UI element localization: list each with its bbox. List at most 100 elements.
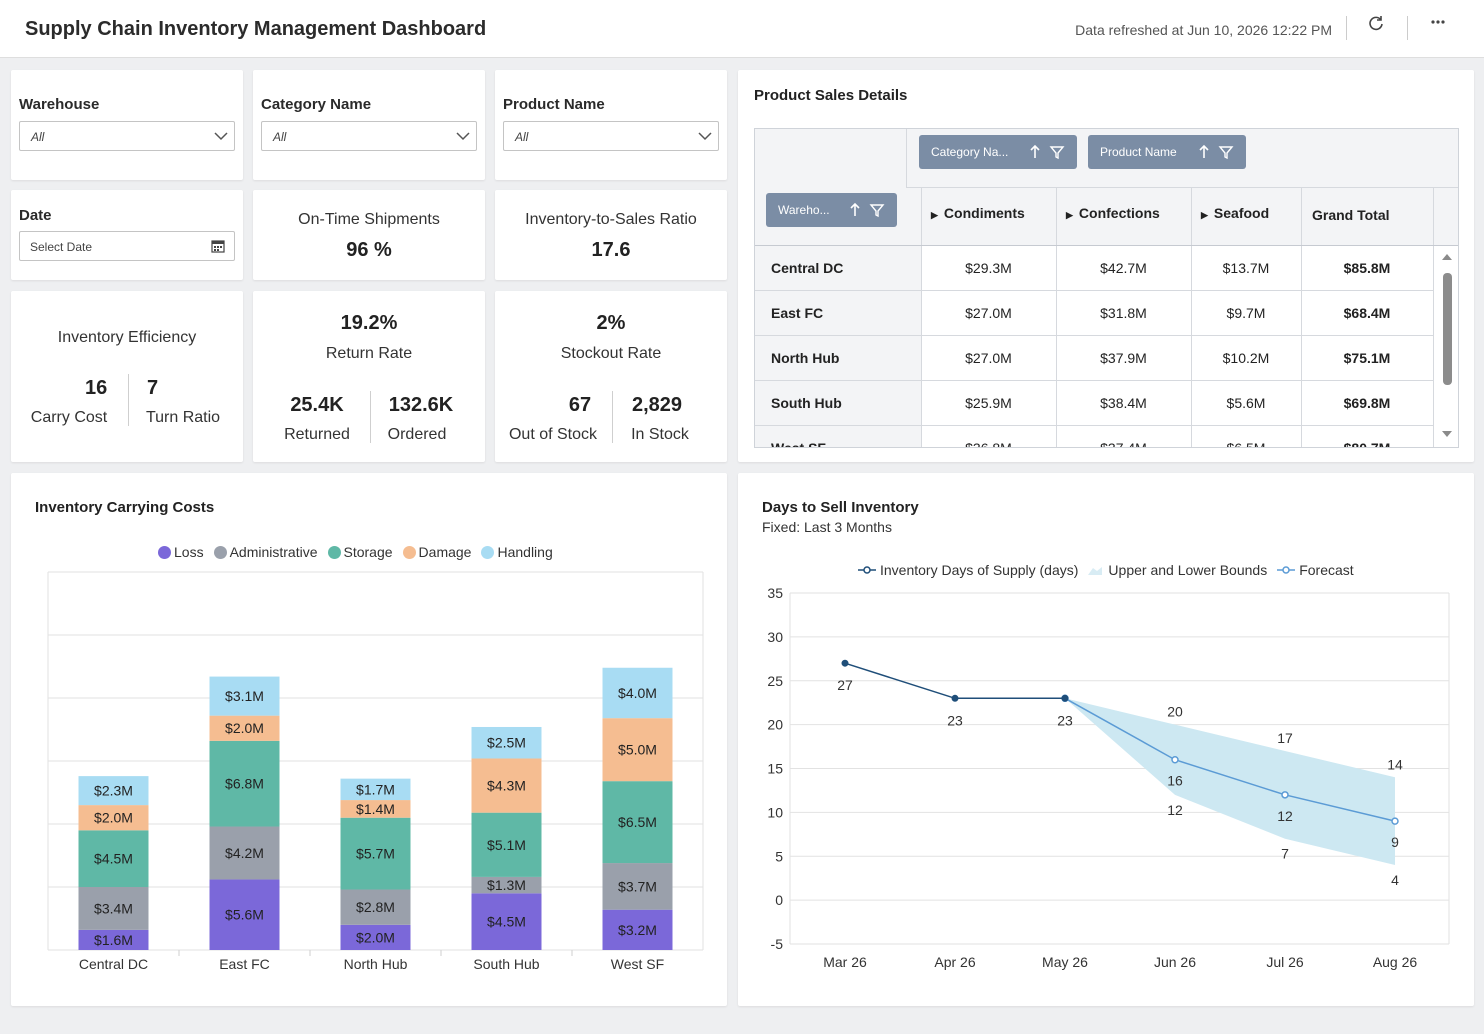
bar-segment[interactable] [78,776,149,806]
table-cell: $13.7M [1222,260,1270,276]
column-header-confections[interactable]: ▶ Confections [1066,205,1160,221]
stacked-bar-chart: $1.6M $3.4M $4.5M $2.0M $2.3M Central DC $5.6M… [47,571,704,972]
data-label: $5.6M [225,907,264,923]
calendar-icon[interactable] [211,239,225,253]
bar-segment[interactable] [209,715,280,741]
date-picker[interactable]: Select Date [19,231,235,261]
column-field-chip-product[interactable]: Product Name [1088,135,1246,169]
kpi-title: On-Time Shipments [298,211,440,228]
legend-item-bounds[interactable]: Upper and Lower Bounds [1088,562,1267,578]
kpi-inventory-to-sales: Inventory-to-Sales Ratio 17.6 [495,190,727,280]
column-header-seafood[interactable]: ▶ Seafood [1201,205,1269,221]
kpi-title: Stockout Rate [560,345,662,362]
bar-segment[interactable] [340,889,411,925]
area-swatch-icon [1088,567,1103,575]
bar-segment[interactable] [209,676,280,716]
bar-segment[interactable] [78,929,149,950]
row-header-label: West SF [771,440,826,448]
forecast-point[interactable] [1281,791,1289,799]
bar-segment[interactable] [602,718,673,782]
grand-total-cell: $68.4M [1343,305,1391,321]
forecast-point[interactable] [1171,755,1179,764]
actual-point[interactable] [951,694,959,702]
more-horizontal-icon[interactable] [1425,13,1451,36]
row-header[interactable]: South Hub [755,381,921,426]
bar-segment[interactable] [209,879,280,950]
actual-point[interactable] [841,659,849,667]
forecast-label: 9 [1391,834,1399,850]
legend-item-loss[interactable]: Loss [158,544,204,560]
bar-segment[interactable] [340,800,411,818]
legend-swatch [481,546,495,559]
table-cell: $6.5M [1226,440,1266,448]
bar-segment[interactable] [471,893,542,950]
warehouse-dropdown[interactable]: All [19,121,235,151]
vertical-scrollbar[interactable] [1440,251,1454,441]
legend-item-handling[interactable]: Handling [481,544,553,560]
category-dropdown[interactable]: All [261,121,477,151]
row-header[interactable]: North Hub [755,336,921,381]
expand-arrow-icon: ▶ [1066,210,1073,220]
legend-label: Damage [418,544,472,560]
bar-segment[interactable] [78,830,149,887]
kpi-value: 96 % [346,239,392,261]
scrollbar-graphic [1442,254,1452,437]
actual-label: 23 [1057,712,1073,728]
data-label: $2.0M [225,720,264,736]
legend-item-storage[interactable]: Storage [327,544,393,560]
bar-segment[interactable] [602,781,673,864]
legend-item-days-of-supply[interactable]: Inventory Days of Supply (days) [858,562,1078,578]
bar-segment[interactable] [471,812,542,877]
panel-title: Inventory Carrying Costs [35,499,215,516]
bar-segment[interactable] [340,924,411,950]
warehouse-filter-card: Warehouse All [11,70,243,180]
row-field-chip-warehouse[interactable]: Wareho... [766,193,897,227]
row-header[interactable]: East FC [755,291,921,336]
bar-segment[interactable] [602,863,673,910]
y-tick-label: 30 [767,629,783,645]
bar-segment[interactable] [340,778,411,801]
data-label: $4.5M [487,914,526,930]
table-cell: $38.4M [1100,395,1147,411]
top-bar: Supply Chain Inventory Management Dashbo… [0,0,1484,58]
sort-filter-icon[interactable] [849,201,887,219]
data-label: $4.0M [618,685,657,701]
panel-subtitle: Fixed: Last 3 Months [762,519,892,535]
forecast-point[interactable] [1391,817,1399,825]
actual-point[interactable] [1061,694,1069,702]
bar-segment[interactable] [471,876,542,894]
bar-segment[interactable] [340,817,411,890]
bar-segment[interactable] [602,909,673,950]
bar-segment[interactable] [471,726,542,759]
bar-segment[interactable] [602,667,673,719]
expand-arrow-icon: ▶ [1201,210,1208,220]
grid-line [755,335,1433,336]
column-header-condiments[interactable]: ▶ Condiments [931,205,1025,221]
bar-segment[interactable] [78,887,149,930]
grand-total-cell: $75.1M [1343,350,1391,366]
column-field-chip-category[interactable]: Category Na... [919,135,1077,169]
row-header[interactable]: Central DC [755,246,921,291]
sort-filter-icon[interactable] [1029,143,1067,161]
warehouse-filter-label: Warehouse [19,96,100,113]
legend-label: Administrative [229,544,318,560]
product-dropdown[interactable]: All [503,121,719,151]
legend-item-administrative[interactable]: Administrative [213,544,318,560]
y-tick-label: -5 [771,936,784,952]
bar-segment[interactable] [209,826,280,880]
row-header[interactable]: West SF [755,426,921,448]
bar-segment[interactable] [471,758,542,813]
bar-segment[interactable] [78,805,149,831]
grand-total-cell: $85.8M [1343,260,1391,276]
upper-bound-label: 17 [1277,730,1293,746]
bar-segment[interactable] [209,740,280,827]
refresh-icon[interactable] [1363,15,1389,36]
legend-item-forecast[interactable]: Forecast [1277,562,1354,578]
chart-legend: Loss Administrative Storage Damage Handling [158,544,563,560]
grand-total-cell: $80.7M [1343,440,1391,448]
legend-item-damage[interactable]: Damage [402,544,472,560]
sort-filter-icon[interactable] [1198,143,1236,161]
kpi-title: Inventory-to-Sales Ratio [525,211,697,228]
page-title: Supply Chain Inventory Management Dashbo… [25,18,487,40]
data-label: $5.1M [487,837,526,853]
